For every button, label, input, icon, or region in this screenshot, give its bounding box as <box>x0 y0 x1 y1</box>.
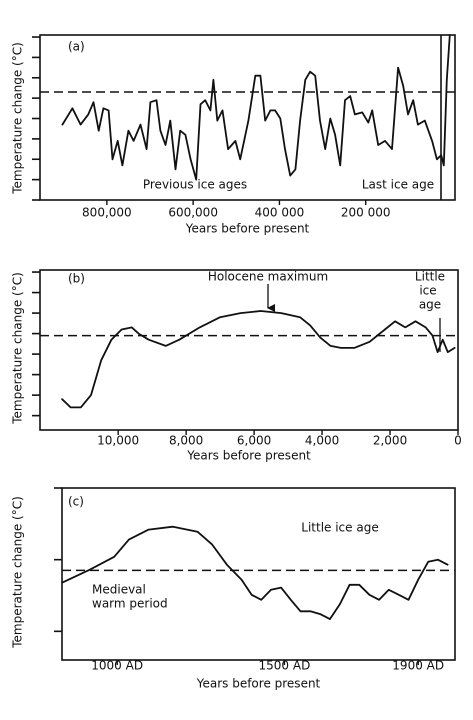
plot-frame <box>39 34 456 201</box>
x-tick-label: 4,000 <box>305 434 339 448</box>
x-tick-label: 800,000 <box>82 206 132 220</box>
y-axis-title: Temperature change (°C) <box>11 42 25 195</box>
y-axis-title: Temperature change (°C) <box>11 496 25 649</box>
temperature-curve <box>61 34 451 181</box>
annotation: ice <box>419 284 436 298</box>
annotation: warm period <box>92 597 168 611</box>
panel-label: (b) <box>68 272 85 286</box>
temperature-curve <box>61 525 449 620</box>
annotation: Holocene maximum <box>208 270 328 284</box>
x-axis-title: Years before present <box>196 677 321 691</box>
x-tick-label: 1900 AD <box>392 659 444 673</box>
panel-label: (a) <box>68 40 85 54</box>
annotation: Medieval <box>92 583 146 597</box>
x-tick-label: 1500 AD <box>259 659 311 673</box>
temperature-curve <box>61 310 456 409</box>
x-tick-label: 0 <box>454 434 462 448</box>
y-axis-title: Temperature change (°C) <box>11 272 25 425</box>
x-axis-title: Years before present <box>186 449 311 463</box>
x-tick-label: 6,000 <box>237 434 271 448</box>
x-tick-label: 600,000 <box>168 206 218 220</box>
plot-frame <box>39 269 459 431</box>
x-tick-label: 10,000 <box>97 434 139 448</box>
x-tick-label: 200 000 <box>341 206 391 220</box>
x-tick-label: 8,000 <box>169 434 203 448</box>
panel-label: (c) <box>68 495 84 509</box>
x-tick-label: 2,000 <box>373 434 407 448</box>
plot-frame <box>61 487 456 661</box>
x-tick-label: 1000 AD <box>91 659 143 673</box>
annotation: age <box>419 298 441 312</box>
x-axis-title: Years before present <box>185 222 310 236</box>
annotation: Little ice age <box>301 521 378 535</box>
x-tick-label: 400 000 <box>255 206 305 220</box>
annotation: Last ice age <box>362 178 434 192</box>
annotation: Previous ice ages <box>143 178 247 192</box>
annotation: Little <box>415 270 445 284</box>
